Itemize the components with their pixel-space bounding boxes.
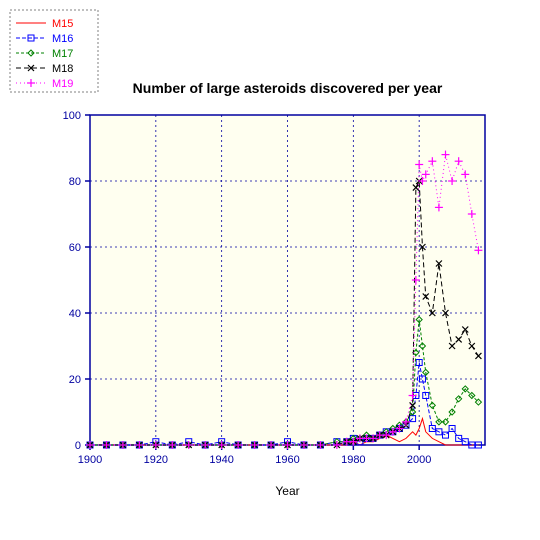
xtick-label: 2000 — [407, 454, 431, 466]
ytick-label: 80 — [69, 176, 81, 188]
xtick-label: 1900 — [78, 454, 102, 466]
legend-label: M19 — [52, 78, 73, 90]
xtick-label: 1940 — [209, 454, 233, 466]
x-axis-label: Year — [275, 484, 299, 498]
ytick-label: 60 — [69, 242, 81, 254]
legend-label: M15 — [52, 18, 73, 30]
ytick-label: 100 — [63, 110, 81, 122]
ytick-label: 0 — [75, 440, 81, 452]
chart-container: 1900 1920 1940 1960 1980 2000 0 20 40 60 80 100 Year… — [0, 0, 540, 540]
chart-svg: 1900 1920 1940 1960 1980 2000 0 20 40 60 80 100 Year… — [0, 0, 540, 540]
legend: M15 M16 M17 M18 M19 — [10, 10, 98, 92]
legend-label: M18 — [52, 63, 73, 75]
xtick-label: 1980 — [341, 454, 365, 466]
xtick-label: 1920 — [144, 454, 168, 466]
legend-label: M17 — [52, 48, 73, 60]
chart-title: Number of large asteroids discovered per… — [133, 80, 443, 96]
legend-label: M16 — [52, 33, 73, 45]
xtick-label: 1960 — [275, 454, 299, 466]
ytick-label: 20 — [69, 374, 81, 386]
ytick-label: 40 — [69, 308, 81, 320]
